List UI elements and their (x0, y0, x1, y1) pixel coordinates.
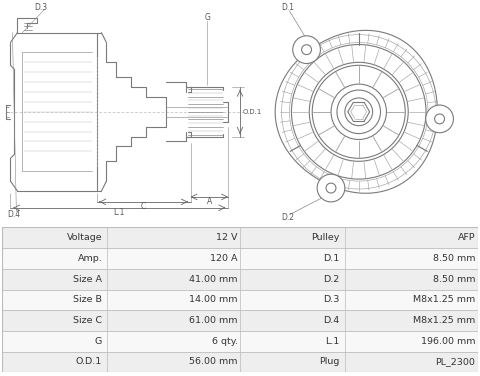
Circle shape (337, 90, 381, 133)
Text: 41.00 mm: 41.00 mm (189, 275, 238, 284)
Text: 8.50 mm: 8.50 mm (433, 254, 475, 263)
Text: O.D.1: O.D.1 (243, 109, 263, 115)
Bar (2, 227, 478, 248)
Circle shape (426, 105, 454, 133)
Text: D.3: D.3 (324, 296, 340, 304)
Bar (2, 352, 478, 372)
Text: M8x1.25 mm: M8x1.25 mm (413, 296, 475, 304)
Bar (2, 310, 478, 331)
Text: Amp.: Amp. (77, 254, 102, 263)
Text: 14.00 mm: 14.00 mm (189, 296, 238, 304)
Text: D.4: D.4 (324, 316, 340, 325)
Text: Size A: Size A (73, 275, 102, 284)
Text: D.4: D.4 (8, 210, 21, 219)
Bar (2, 290, 478, 310)
Text: AFP: AFP (457, 233, 475, 242)
Text: L.1: L.1 (114, 208, 125, 217)
Circle shape (317, 174, 345, 202)
Text: Size B: Size B (73, 296, 102, 304)
Text: G: G (95, 337, 102, 346)
Text: M8x1.25 mm: M8x1.25 mm (413, 316, 475, 325)
Text: 6 qty.: 6 qty. (212, 337, 238, 346)
Text: L.1: L.1 (325, 337, 340, 346)
Text: D.1: D.1 (324, 254, 340, 263)
Text: 8.50 mm: 8.50 mm (433, 275, 475, 284)
Text: 12 V: 12 V (216, 233, 238, 242)
Text: Pulley: Pulley (312, 233, 340, 242)
Text: Size C: Size C (73, 316, 102, 325)
Text: G: G (204, 13, 210, 22)
Bar (2, 248, 478, 269)
Text: 196.00 mm: 196.00 mm (421, 337, 475, 346)
Bar (2, 269, 478, 290)
Text: D.2: D.2 (324, 275, 340, 284)
Text: 56.00 mm: 56.00 mm (189, 358, 238, 366)
Text: A: A (207, 197, 212, 206)
Bar (2, 331, 478, 352)
Text: 61.00 mm: 61.00 mm (189, 316, 238, 325)
Text: PL_2300: PL_2300 (435, 358, 475, 366)
Text: Voltage: Voltage (67, 233, 102, 242)
Text: D.2: D.2 (282, 213, 295, 222)
Text: C: C (141, 202, 145, 211)
Text: D.3: D.3 (34, 3, 48, 12)
Text: O.D.1: O.D.1 (76, 358, 102, 366)
Circle shape (293, 36, 321, 64)
Text: D.1: D.1 (282, 3, 295, 12)
Text: 120 A: 120 A (210, 254, 238, 263)
Text: Plug: Plug (319, 358, 340, 366)
